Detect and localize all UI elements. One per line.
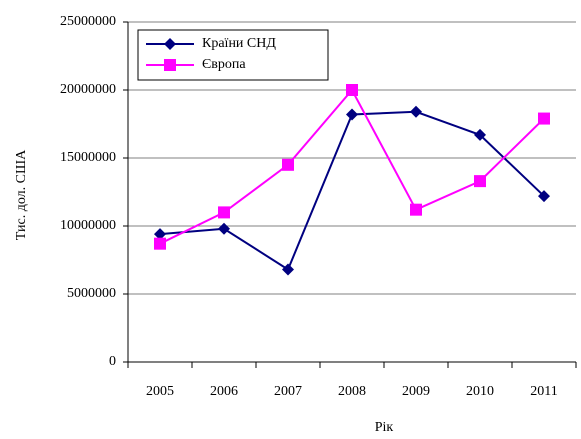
x-tick-label: 2008 xyxy=(338,384,366,399)
data-point xyxy=(346,108,358,121)
data-point xyxy=(282,158,294,171)
y-tick-label: 10000000 xyxy=(60,218,116,233)
data-point xyxy=(474,175,486,188)
data-point xyxy=(474,128,486,141)
legend-label: Країни СНД xyxy=(202,36,276,51)
data-point xyxy=(154,237,166,250)
x-tick-label: 2010 xyxy=(466,384,494,399)
data-point xyxy=(410,105,422,118)
data-point xyxy=(154,228,166,241)
y-tick-label: 25000000 xyxy=(60,14,116,29)
data-point xyxy=(538,112,550,125)
y-tick-label: 0 xyxy=(109,354,116,369)
series-line xyxy=(159,110,545,272)
data-point xyxy=(346,84,358,96)
data-point xyxy=(218,222,230,235)
x-tick-label: 2005 xyxy=(146,384,174,399)
data-point xyxy=(218,206,230,219)
x-tick-label: 2007 xyxy=(274,384,302,399)
data-point xyxy=(410,203,422,216)
y-tick-label: 15000000 xyxy=(60,150,116,165)
x-tick-label: 2006 xyxy=(210,384,238,399)
y-tick-label: 5000000 xyxy=(67,286,116,301)
legend-label: Європа xyxy=(202,57,246,72)
x-tick-label: 2009 xyxy=(402,384,430,399)
x-tick-label: 2011 xyxy=(530,384,557,399)
y-tick-label: 20000000 xyxy=(60,82,116,97)
legend-marker xyxy=(164,38,176,50)
y-axis-label: Тис. дол. США xyxy=(14,149,29,240)
data-point xyxy=(538,190,550,203)
x-axis-label: Рік xyxy=(375,420,394,435)
legend-marker xyxy=(164,59,176,71)
data-point xyxy=(282,263,294,276)
